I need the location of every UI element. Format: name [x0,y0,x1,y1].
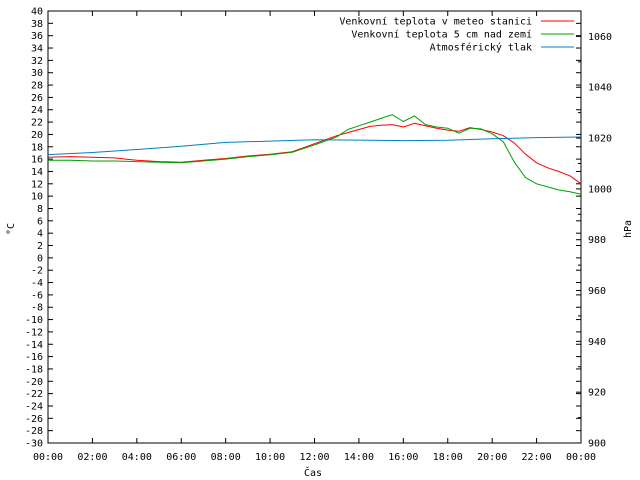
y2-tick-label: 940 [588,337,606,348]
x-tick-label: 16:00 [388,452,418,463]
y-tick-label: 14 [31,167,43,178]
y-tick-label: -14 [25,340,43,351]
y-tick-label: 4 [37,229,43,240]
y-tick-label: 0 [37,253,43,264]
y-tick-label: -8 [31,303,43,314]
y2-tick-label: 1020 [588,134,612,145]
y-tick-label: -26 [25,414,43,425]
y-tick-label: 38 [31,19,43,30]
y-tick-label: 34 [31,44,43,55]
plot-frame [47,10,582,444]
x-tick-label: 22:00 [522,452,552,463]
series-line-2 [47,136,582,156]
legend-label: Venkovní teplota 5 cm nad zemí [351,29,532,41]
y-tick-label: -4 [31,278,43,289]
x-axis-label: Čas [304,466,322,479]
y-axis-ticks: 4038363432302826242220181614121086420-2-… [25,7,581,450]
y2-tick-label: 900 [588,439,606,450]
y-tick-label: 40 [31,7,43,18]
y-tick-label: 32 [31,56,43,67]
y-tick-label: -30 [25,439,43,450]
legend-label: Venkovní teplota v meteo stanici [339,16,532,28]
x-tick-label: 08:00 [211,452,241,463]
y-tick-label: 10 [31,192,43,203]
x-tick-label: 00:00 [566,452,596,463]
x-tick-label: 18:00 [433,452,463,463]
series-lines [47,114,582,195]
y-tick-label: -16 [25,352,43,363]
y-tick-label: 2 [37,241,43,252]
y2-tick-label: 980 [588,235,606,246]
y-tick-label: 8 [37,204,43,215]
y2-tick-label: 960 [588,286,606,297]
legend: Venkovní teplota v meteo staniciVenkovní… [339,16,574,54]
y-tick-label: -6 [31,290,43,301]
y-tick-label: -2 [31,266,43,277]
series-line-0 [47,122,582,185]
y-tick-label: -18 [25,364,43,375]
x-tick-label: 20:00 [477,452,507,463]
plot-border [47,10,582,444]
y-tick-label: -24 [25,401,43,412]
y-tick-label: 28 [31,81,43,92]
y-tick-label: -12 [25,327,43,338]
series-line-1 [48,114,582,195]
x-tick-label: 04:00 [122,452,152,463]
y2-tick-label: 1060 [588,32,612,43]
y-axis-label: °C [6,223,17,235]
y-tick-label: 18 [31,142,43,153]
x-tick-label: 10:00 [255,452,285,463]
y-tick-label: -28 [25,426,43,437]
y-tick-label: 20 [31,130,43,141]
y2-axis-label: hPa [623,220,634,238]
y2-tick-label: 1000 [588,184,612,195]
x-tick-label: 06:00 [166,452,196,463]
y2-tick-label: 1040 [588,83,612,94]
y-tick-label: 24 [31,105,43,116]
y-tick-label: 36 [31,31,43,42]
x-tick-label: 00:00 [33,452,63,463]
y-tick-label: 22 [31,118,43,129]
x-tick-label: 02:00 [77,452,107,463]
y-tick-label: 6 [37,216,43,227]
x-tick-label: 12:00 [299,452,329,463]
y2-tick-label: 920 [588,388,606,399]
legend-label: Atmosférický tlak [430,42,532,54]
y-tick-label: 16 [31,155,43,166]
y-tick-label: -10 [25,315,43,326]
y2-axis-ticks: 1060 1040 1020 1000 980 960 940 920 900 [576,32,612,450]
x-axis-ticks: 00:00 02:00 04:00 06:00 08:00 10:00 12:00 14:00… [33,11,596,463]
y-tick-label: 30 [31,68,43,79]
y-tick-label: 12 [31,179,43,190]
y-tick-label: -22 [25,389,43,400]
y-tick-label: -20 [25,377,43,388]
y-tick-label: 26 [31,93,43,104]
x-tick-label: 14:00 [344,452,374,463]
